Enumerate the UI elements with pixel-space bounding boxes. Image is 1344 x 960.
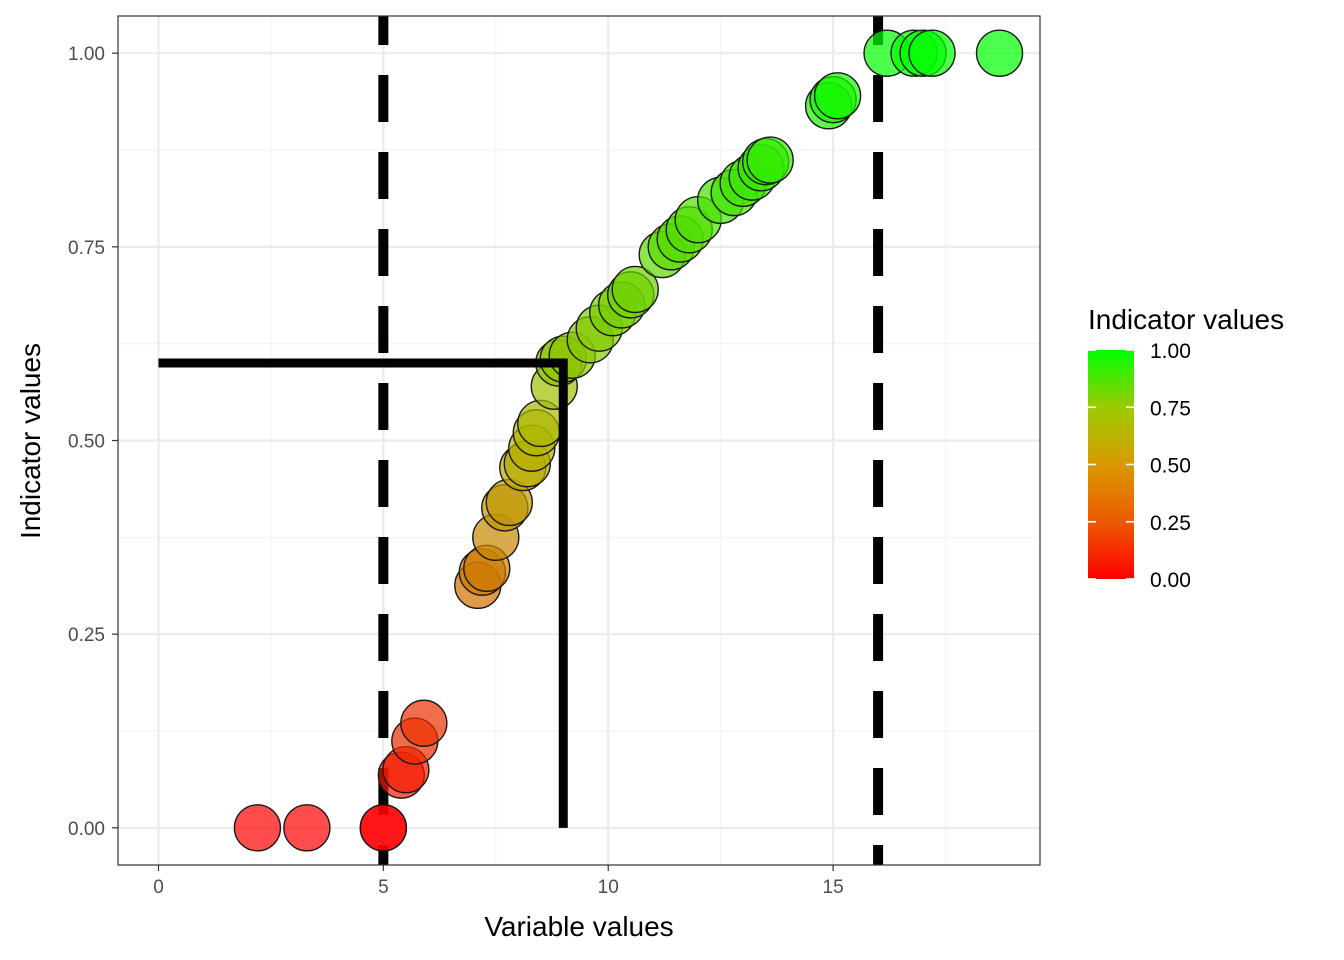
data-point — [746, 136, 794, 184]
data-point — [611, 265, 659, 314]
data-point — [813, 72, 862, 120]
y-tick-label: 0.50 — [68, 432, 105, 453]
x-tick-label: 15 — [823, 877, 844, 898]
x-axis-title: Variable values — [484, 911, 673, 942]
data-point — [233, 804, 282, 852]
legend-tick-label: 0.50 — [1150, 455, 1191, 478]
y-axis-title: Indicator values — [15, 343, 46, 539]
threshold-line — [158, 358, 568, 828]
data-point — [975, 29, 1024, 77]
y-tick-label: 0.00 — [68, 819, 105, 840]
y-tick-label: 1.00 — [68, 44, 105, 65]
reference-lines — [378, 16, 884, 865]
points-layer — [233, 29, 1024, 852]
data-point — [283, 804, 331, 852]
legend-title: Indicator values — [1088, 304, 1284, 335]
legend-tick-label: 0.00 — [1150, 569, 1191, 592]
reference-lines-overlay — [158, 358, 568, 828]
data-point — [359, 804, 408, 852]
y-tick-label: 0.75 — [68, 238, 105, 259]
y-tick-label: 0.25 — [68, 625, 105, 646]
legend-tick-label: 1.00 — [1150, 340, 1191, 363]
color-legend: Indicator values 1.00 0.75 0.50 0.25 0.00 — [1088, 304, 1284, 592]
x-tick-label: 0 — [153, 877, 164, 898]
x-tick-label: 10 — [598, 877, 619, 898]
legend-tick-label: 0.25 — [1150, 512, 1191, 535]
legend-tick-label: 0.75 — [1150, 397, 1191, 420]
data-point — [400, 699, 448, 747]
x-tick-label: 5 — [378, 877, 389, 898]
y-axis: 0.00 0.25 0.50 0.75 1.00 — [68, 44, 118, 840]
legend-ticks: 1.00 0.75 0.50 0.25 0.00 — [1088, 340, 1191, 592]
x-axis: 0 5 10 15 — [153, 865, 844, 898]
data-point — [908, 29, 956, 77]
